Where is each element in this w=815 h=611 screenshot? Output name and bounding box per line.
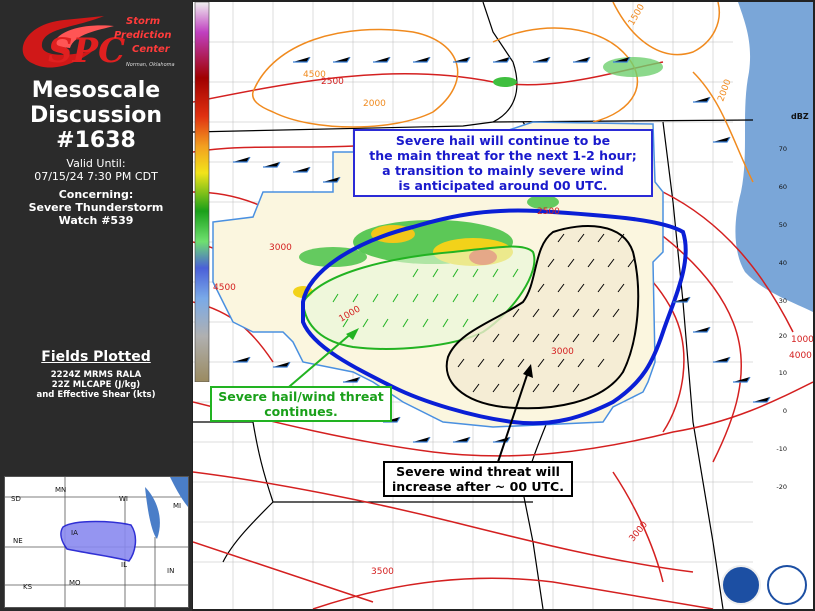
callout-green-line2: continues. [264,404,338,419]
callout-blue-line3: a transition to mainly severe wind [382,163,624,178]
callout-black-line1: Severe wind threat will [396,464,560,479]
inset-state-wi: WI [119,495,128,503]
md-title: Mesoscale Discussion #1638 [0,78,192,153]
map-svg: 2500 1500 4500 2000 2000 3000 4500 3000 … [193,2,813,609]
contour-label: 4000 [789,351,812,361]
contour-label: 2500 [537,207,560,217]
md-1638-outline [301,208,688,426]
green-pointer [282,331,354,393]
valid-value: 07/15/24 7:30 PM CDT [34,170,158,183]
green-arrowhead [346,328,359,340]
fields-plotted-list: 2224Z MRMS RALA 22Z MLCAPE (J/kg) and Ef… [0,370,192,400]
colorbar-tick: 0 [782,407,787,415]
inset-map-svg [5,477,188,607]
inset-state-ia: IA [71,529,78,537]
wind-threat-area [445,225,640,410]
black-arrowhead [523,364,533,378]
callout-blue-line1: Severe hail will continue to be [395,133,611,148]
md-title-line2: Discussion [29,103,163,128]
hail-transition-callout: Severe hail will continue to be the main… [353,129,653,197]
contour-label: 2000 [363,99,386,109]
colorbar-unit: dBZ [791,112,809,121]
contour-label: 4500 [213,283,236,293]
callout-blue-line2: the main threat for the next 1-2 hour; [369,148,637,163]
valid-until: Valid Until: 07/15/24 7:30 PM CDT [0,157,192,183]
concerning-line2: Watch #539 [58,214,134,227]
contour-label: 4500 [303,70,326,80]
contour-label: 2500 [321,77,344,87]
colorbar-tick: 50 [778,221,787,229]
dbz-colorbar [194,2,210,382]
shear-contours [251,2,754,183]
fields-plotted-title: Fields Plotted [41,349,151,365]
shear-barbs [233,56,771,443]
inset-state-mn: MN [55,486,67,494]
contour-label: 3000 [269,243,292,253]
callout-blue-line4: is anticipated around 00 UTC. [398,178,608,193]
hail-hatching [332,268,519,328]
hail-wind-callout: Severe hail/wind threat continues. [210,386,392,422]
logo-line1: Storm [126,16,161,27]
colorbar-tick: -20 [776,483,787,491]
md-number: #1638 [56,128,136,153]
colorbar-tick: 60 [778,183,787,191]
callout-green-line1: Severe hail/wind threat [218,389,384,404]
svg-text:SPC: SPC [48,31,125,71]
logo-line3: Center [132,44,170,55]
concerning-line1: Severe Thunderstorm [28,201,164,214]
inset-state-il: IL [121,561,127,569]
inset-state-mi: MI [173,502,182,510]
field-1: 2224Z MRMS RALA [50,370,142,380]
contour-label: 3500 [371,567,394,577]
wind-hatching [457,233,635,393]
colorbar-tick: 70 [778,145,787,153]
concerning-label: Concerning: [58,188,134,201]
valid-label: Valid Until: [66,157,126,170]
concerning: Concerning: Severe Thunderstorm Watch #5… [0,188,192,227]
wind-threat-callout: Severe wind threat will increase after ~… [383,461,573,497]
colorbar-tick: 40 [778,259,787,267]
colorbar-tick: 30 [778,297,787,305]
noaa-logo [721,565,761,605]
contour-label: 1000 [791,335,813,345]
sidebar: SPC Storm Prediction Center Norman, Okla… [0,0,192,611]
inset-state-sd: SD [11,495,21,503]
colorbar-tick: 10 [778,369,787,377]
field-2: 22Z MLCAPE (J/kg) [51,380,141,390]
inset-state-ks: KS [23,583,33,591]
colorbar-tick: -10 [776,445,787,453]
contour-label: 3000 [628,520,651,544]
colorbar-tick: 20 [778,332,787,340]
spc-swoosh-icon: SPC [22,16,125,71]
inset-state-mo: MO [69,579,81,587]
main-map: 2500 1500 4500 2000 2000 3000 4500 3000 … [193,2,813,609]
nws-logo [767,565,807,605]
callout-black-line2: increase after ~ 00 UTC. [392,479,564,494]
field-3: and Effective Shear (kts) [36,390,156,400]
inset-state-in: IN [167,567,175,575]
contour-label: 1500 [627,2,647,27]
logo-sub: Norman, Oklahoma [126,62,175,68]
inset-state-ne: NE [13,537,23,545]
black-pointer [497,371,529,463]
contour-label: 3000 [551,347,574,357]
lake-michigan [735,2,813,312]
md-title-line1: Mesoscale [31,78,161,103]
contour-label: 2000 [716,78,733,103]
logo-line2: Prediction [114,30,172,41]
spc-logo: SPC Storm Prediction Center Norman, Okla… [4,6,188,78]
inset-locator-map: SD MN WI MI NE IA IL IN KS MO [4,476,189,608]
